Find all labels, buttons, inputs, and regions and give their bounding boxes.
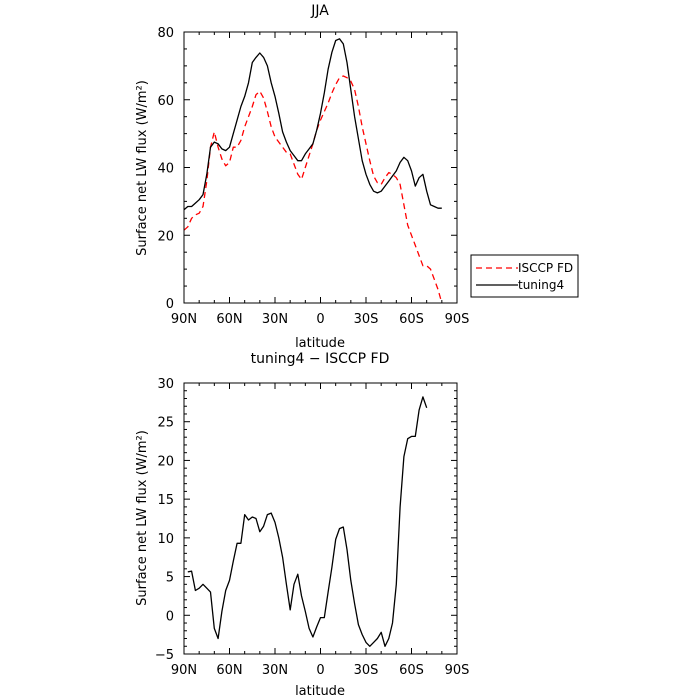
legend-frame [470,254,579,298]
top-chart-panel: JJA 90N 60N 30N 0 30S 60S 90S 0 20 40 60 80 latitud… [135,3,579,351]
y-tick-label: 0 [166,297,174,312]
y-tick-label: 60 [157,94,174,109]
x-tick-label: 30S [354,312,379,327]
y-tick-label: 5 [166,571,174,586]
x-tick-label: 30S [354,663,379,678]
x-tick-label: 90S [445,312,470,327]
y-tick-label: 80 [157,26,174,41]
series-line-tuning4 [183,38,442,211]
x-tick-label: 0 [316,312,324,327]
legend: ISCCP FD tuning4 [470,254,579,298]
y-tick-label: 20 [157,454,174,469]
y-tick-label: −5 [155,648,174,663]
y-tick-label: 0 [166,609,174,624]
y-tick-label: 30 [157,377,174,392]
x-axis-label: latitude [295,684,345,699]
x-tick-label: 60S [399,663,424,678]
legend-label-isccp-fd: ISCCP FD [518,261,573,275]
x-tick-label: 0 [316,663,324,678]
x-tick-label: 30N [262,663,288,678]
series-line-isccp-fd [183,75,443,304]
chart-title: JJA [310,3,329,19]
x-tick-label: 30N [262,312,288,327]
x-tick-label: 60S [399,312,424,327]
y-tick-label: 10 [157,532,174,547]
x-axis-label: latitude [295,336,345,351]
plot-frame [183,382,458,655]
x-tick-label: 90S [445,663,470,678]
series-line-difference [187,396,428,647]
x-tick-label: 60N [216,312,242,327]
plot-frame [183,31,458,304]
chart-title: tuning4 − ISCCP FD [251,351,390,367]
bottom-chart-panel: tuning4 − ISCCP FD 90N 60N 30N 0 30S 60S 90S −5… [135,351,469,699]
y-axis-label: Surface net LW flux (W/m²) [135,430,150,606]
y-tick-label: 15 [157,493,174,508]
y-tick-label: 20 [157,229,174,244]
y-tick-label: 40 [157,162,174,177]
x-tick-label: 90N [171,663,197,678]
legend-label-tuning4: tuning4 [518,278,564,292]
y-axis-label: Surface net LW flux (W/m²) [135,80,150,256]
x-tick-label: 90N [171,312,197,327]
y-tick-label: 25 [157,416,174,431]
x-tick-label: 60N [216,663,242,678]
